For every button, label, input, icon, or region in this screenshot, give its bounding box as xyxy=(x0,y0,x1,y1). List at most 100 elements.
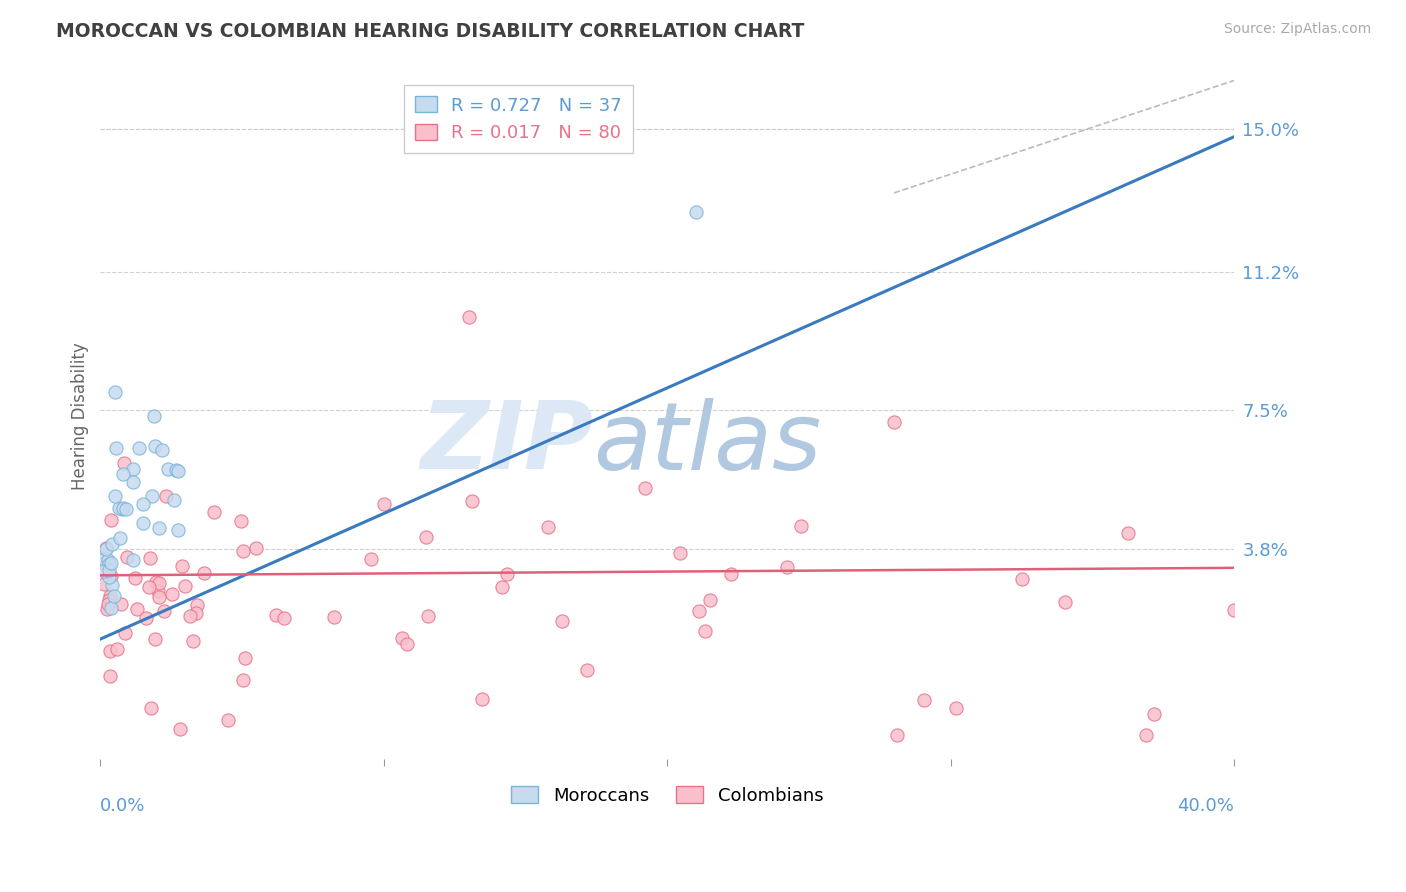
Point xyxy=(491,581,513,595)
Point xyxy=(112,500,135,515)
Point xyxy=(101,537,124,551)
Point xyxy=(153,604,176,618)
Point xyxy=(115,502,138,516)
Point xyxy=(360,552,382,566)
Point xyxy=(122,475,145,489)
Point xyxy=(202,505,225,519)
Point xyxy=(98,590,121,604)
Text: Source: ZipAtlas.com: Source: ZipAtlas.com xyxy=(1223,22,1371,37)
Point xyxy=(155,489,177,503)
Point xyxy=(1143,707,1166,722)
Point xyxy=(883,415,905,429)
Point xyxy=(186,598,208,612)
Point xyxy=(1135,728,1157,742)
Point xyxy=(233,651,256,665)
Point xyxy=(418,609,440,624)
Point xyxy=(122,553,145,567)
Point xyxy=(93,557,115,571)
Point xyxy=(167,523,190,537)
Point xyxy=(148,520,170,534)
Point xyxy=(685,204,707,219)
Point xyxy=(121,461,143,475)
Point xyxy=(163,493,186,508)
Point xyxy=(100,569,122,583)
Point xyxy=(97,553,120,567)
Point xyxy=(105,641,128,656)
Point xyxy=(245,541,267,556)
Point xyxy=(183,634,205,648)
Point xyxy=(688,604,710,618)
Point xyxy=(98,570,121,584)
Point xyxy=(945,700,967,714)
Point xyxy=(143,632,166,646)
Point xyxy=(141,701,163,715)
Point xyxy=(232,673,254,688)
Point xyxy=(148,576,170,591)
Point xyxy=(790,518,813,533)
Point xyxy=(93,552,115,566)
Point xyxy=(186,606,208,620)
Point xyxy=(104,441,127,455)
Point xyxy=(495,566,517,581)
Point xyxy=(112,456,135,470)
Point xyxy=(114,626,136,640)
Point xyxy=(160,587,183,601)
Point xyxy=(551,614,574,628)
Point xyxy=(110,598,132,612)
Y-axis label: Hearing Disability: Hearing Disability xyxy=(72,343,89,490)
Point xyxy=(323,609,346,624)
Point xyxy=(115,550,138,565)
Text: MOROCCAN VS COLOMBIAN HEARING DISABILITY CORRELATION CHART: MOROCCAN VS COLOMBIAN HEARING DISABILITY… xyxy=(56,22,804,41)
Point xyxy=(107,501,129,516)
Point xyxy=(576,663,599,677)
Point xyxy=(132,497,155,511)
Text: 40.0%: 40.0% xyxy=(1177,797,1234,814)
Point xyxy=(98,644,121,658)
Point xyxy=(110,531,132,545)
Point xyxy=(537,520,560,534)
Point xyxy=(100,557,122,571)
Point xyxy=(373,497,395,511)
Point xyxy=(97,557,120,571)
Point xyxy=(1011,572,1033,586)
Point xyxy=(471,692,494,706)
Point xyxy=(96,541,118,556)
Point xyxy=(461,494,484,508)
Point xyxy=(94,541,117,555)
Point xyxy=(912,693,935,707)
Point xyxy=(693,624,716,638)
Point xyxy=(93,577,115,591)
Point xyxy=(886,728,908,742)
Point xyxy=(669,546,692,560)
Point xyxy=(166,462,188,476)
Point xyxy=(720,567,742,582)
Point xyxy=(101,577,124,591)
Point xyxy=(1054,595,1077,609)
Point xyxy=(97,592,120,607)
Point xyxy=(128,441,150,455)
Point xyxy=(266,608,288,623)
Point xyxy=(156,462,179,476)
Point xyxy=(217,713,239,727)
Text: ZIP: ZIP xyxy=(420,398,593,490)
Point xyxy=(112,467,135,482)
Point xyxy=(138,580,160,594)
Point xyxy=(125,602,148,616)
Point xyxy=(104,489,127,503)
Point xyxy=(146,583,169,598)
Point xyxy=(100,600,122,615)
Point xyxy=(100,513,122,527)
Point xyxy=(699,592,721,607)
Point xyxy=(98,669,121,683)
Point xyxy=(132,516,155,530)
Point xyxy=(391,631,413,645)
Point xyxy=(172,559,194,574)
Point xyxy=(229,514,252,528)
Point xyxy=(776,560,799,574)
Point xyxy=(1116,526,1139,541)
Point xyxy=(143,439,166,453)
Point xyxy=(169,722,191,736)
Point xyxy=(179,609,201,624)
Point xyxy=(96,601,118,615)
Point xyxy=(103,384,125,399)
